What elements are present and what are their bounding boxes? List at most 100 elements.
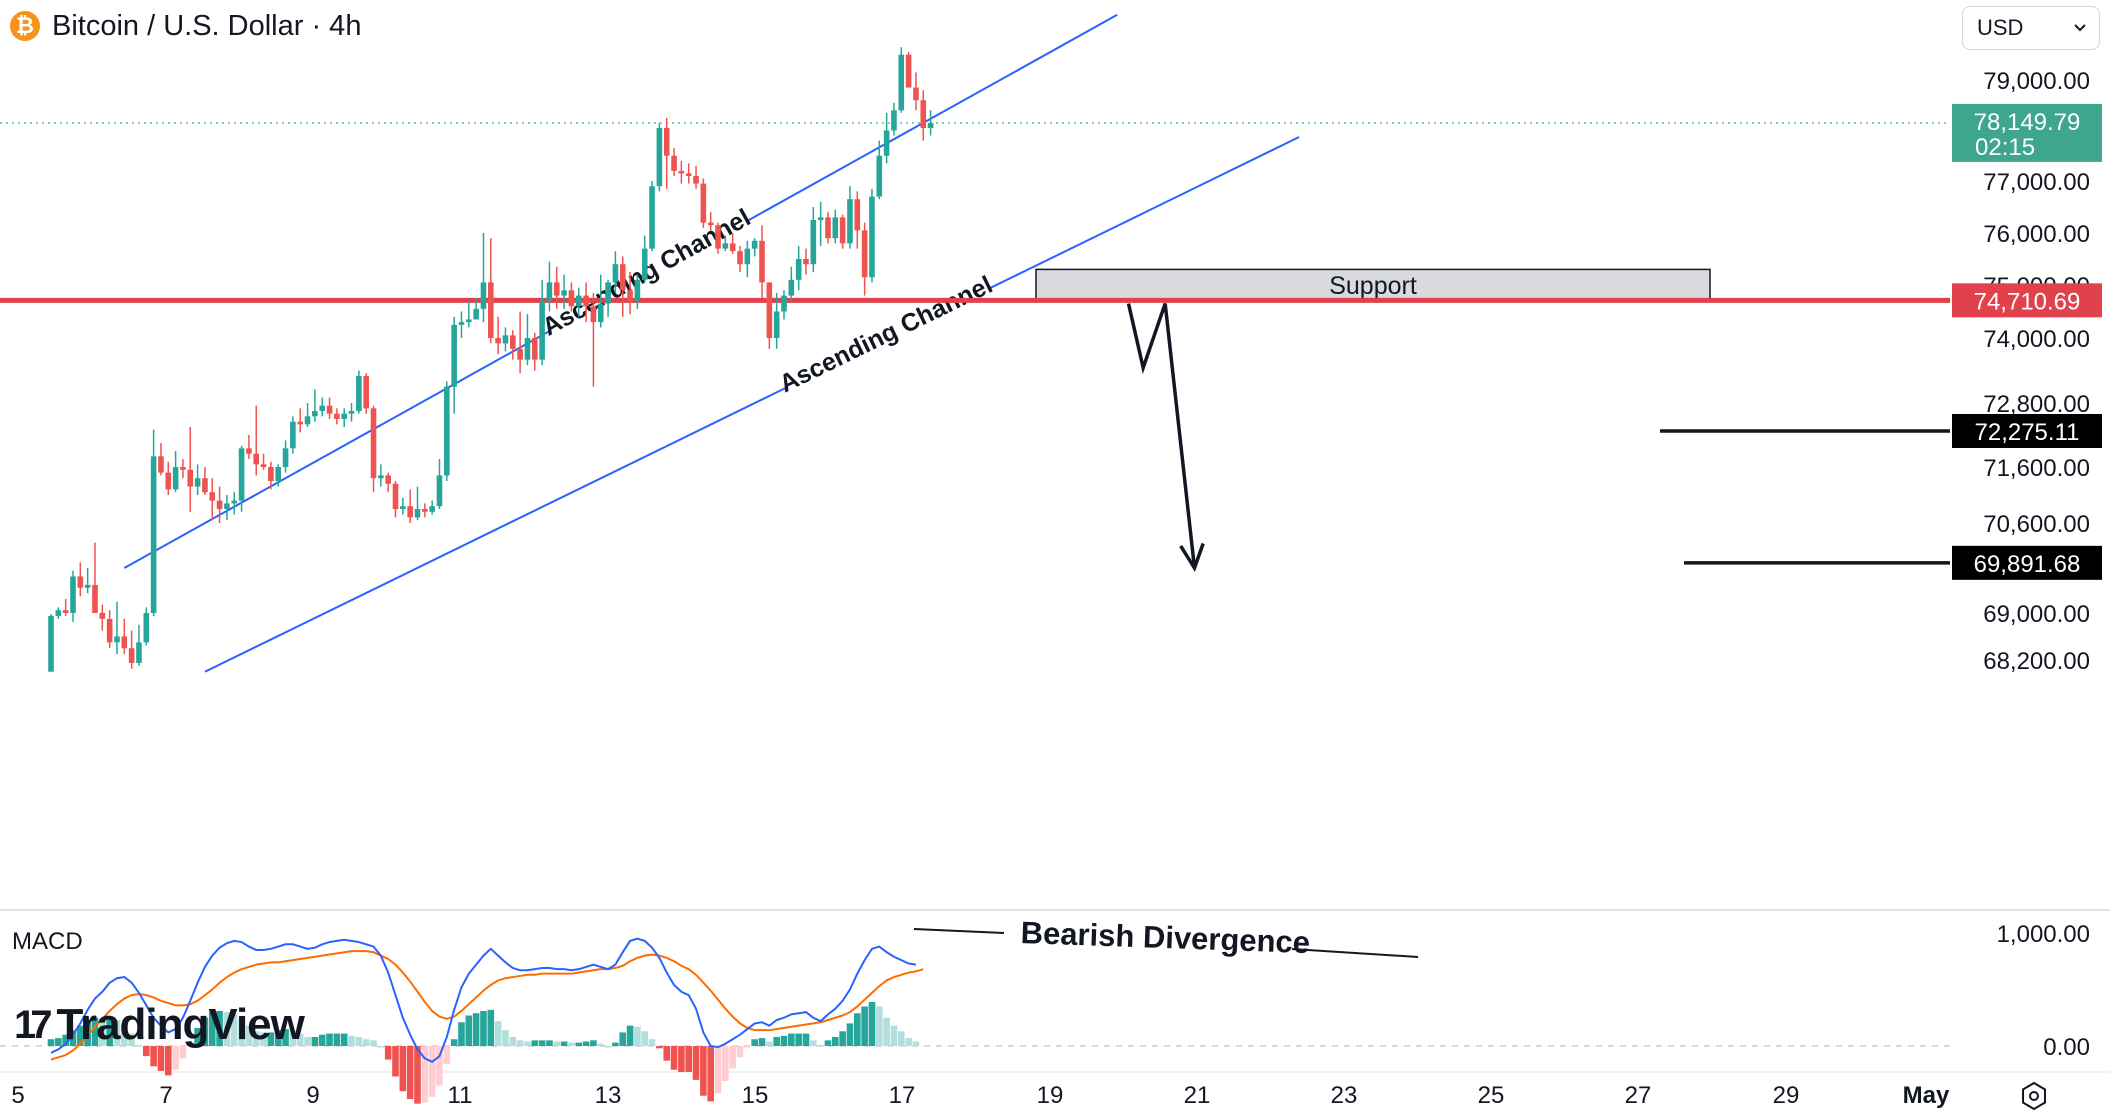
tradingview-logo[interactable]: 17 TradingView bbox=[14, 1000, 305, 1050]
macd-histogram-bar bbox=[509, 1036, 517, 1046]
price-tick-label: 79,000.00 bbox=[1983, 68, 2090, 95]
price-tick-label: 70,600.00 bbox=[1983, 511, 2090, 538]
candle-body bbox=[671, 155, 677, 171]
channel-label-lower: Ascending Channel bbox=[775, 271, 997, 399]
macd-histogram-bar bbox=[238, 1018, 245, 1046]
candle-body bbox=[466, 319, 472, 323]
candle-body bbox=[832, 217, 839, 239]
macd-histogram-bar bbox=[414, 1046, 421, 1104]
macd-histogram-bar bbox=[69, 1030, 77, 1046]
macd-histogram-bar bbox=[802, 1033, 810, 1046]
candle bbox=[788, 266, 795, 301]
divergence-annotation: Bearish Divergence bbox=[1020, 915, 1311, 960]
symbol-header[interactable]: ₿ Bitcoin / U.S. Dollar · 4h bbox=[10, 8, 361, 44]
projection-arrowhead bbox=[1179, 542, 1205, 572]
macd-histogram-bar bbox=[318, 1034, 326, 1046]
candle bbox=[583, 282, 589, 323]
time-tick-label: 7 bbox=[159, 1082, 172, 1109]
candle-body bbox=[495, 338, 501, 344]
candle bbox=[158, 443, 164, 476]
candle-body bbox=[356, 375, 362, 411]
candle bbox=[436, 459, 443, 509]
chart-gridlines bbox=[0, 909, 2110, 1073]
macd-histogram-bar bbox=[824, 1040, 832, 1046]
candle bbox=[70, 570, 76, 622]
candle bbox=[260, 453, 267, 470]
time-tick-label: 21 bbox=[1184, 1082, 1211, 1109]
candle bbox=[48, 614, 54, 672]
candle bbox=[231, 492, 238, 515]
candle bbox=[62, 598, 69, 616]
macd-histogram-bar bbox=[875, 1006, 883, 1046]
macd-histogram-bar bbox=[377, 1046, 385, 1048]
candle-body bbox=[685, 173, 692, 176]
candle-body bbox=[238, 448, 245, 501]
macd-histogram-bar bbox=[553, 1041, 561, 1046]
macd-histogram-bar bbox=[780, 1035, 788, 1046]
candle bbox=[803, 248, 809, 275]
candle-body bbox=[803, 259, 809, 265]
channel-lower-line bbox=[204, 136, 1300, 673]
candle bbox=[99, 604, 106, 631]
candle bbox=[568, 282, 575, 312]
time-tick-label: 5 bbox=[11, 1082, 24, 1109]
candle bbox=[282, 440, 289, 473]
macd-histogram-bar bbox=[670, 1046, 678, 1070]
candle bbox=[575, 287, 582, 317]
current-price-tag: 78,149.79 bbox=[1974, 109, 2081, 136]
candle bbox=[707, 212, 714, 231]
candle-body bbox=[246, 448, 252, 454]
support-box bbox=[1035, 268, 1711, 302]
candle-body bbox=[561, 290, 567, 296]
currency-selector[interactable]: USD bbox=[1962, 6, 2100, 50]
macd-histogram-bar bbox=[714, 1046, 722, 1094]
macd-histogram-bar bbox=[384, 1046, 392, 1060]
candle-body bbox=[128, 648, 135, 663]
price-tick-label: 72,800.00 bbox=[1983, 391, 2090, 418]
candle bbox=[869, 188, 875, 283]
time-tick-label: 29 bbox=[1773, 1082, 1800, 1109]
candle bbox=[488, 238, 494, 344]
candle bbox=[693, 165, 699, 189]
candle-body bbox=[77, 576, 84, 588]
candle-body bbox=[319, 405, 326, 411]
gear-icon[interactable] bbox=[2022, 1081, 2046, 1111]
macd-histogram-bar bbox=[142, 1046, 150, 1057]
candle-body bbox=[693, 175, 699, 184]
price-axis[interactable]: 79,000.0077,000.0076,000.0075,000.0074,0… bbox=[1952, 68, 2102, 1061]
candle bbox=[927, 110, 934, 136]
candle-body bbox=[891, 110, 897, 131]
macd-histogram-bar bbox=[216, 1010, 223, 1046]
candle-body bbox=[341, 413, 347, 419]
candle bbox=[920, 90, 927, 141]
macd-histogram-bar bbox=[744, 1046, 751, 1048]
candle bbox=[172, 451, 179, 493]
macd-histogram-bar bbox=[77, 1025, 84, 1046]
macd-histogram-bar bbox=[421, 1046, 429, 1103]
candle-body bbox=[444, 386, 450, 476]
macd-histogram-bar bbox=[355, 1036, 363, 1046]
macd-histogram-bar bbox=[333, 1033, 341, 1046]
candle bbox=[114, 601, 120, 655]
candlestick-series[interactable] bbox=[48, 47, 934, 672]
symbol-title[interactable]: Bitcoin / U.S. Dollar · 4h bbox=[52, 9, 362, 42]
divergence-line-left bbox=[913, 928, 1005, 934]
candle-body bbox=[407, 506, 413, 518]
candle-body bbox=[700, 183, 707, 223]
candle-body bbox=[224, 503, 230, 509]
support-price-tag: 74,710.69 bbox=[1974, 288, 2081, 315]
time-axis[interactable]: 5 7 9 11 13 15 17 19 21 23 25 27 29 May bbox=[11, 1081, 2046, 1111]
target-2-tag: 69,891.68 bbox=[1974, 551, 2081, 578]
macd-histogram-bar bbox=[531, 1040, 539, 1046]
macd-histogram-bar bbox=[626, 1025, 634, 1046]
candle bbox=[590, 292, 597, 387]
macd-histogram-bar bbox=[590, 1040, 597, 1046]
macd-histogram-bar bbox=[729, 1046, 736, 1069]
macd-histogram-bar bbox=[538, 1040, 546, 1046]
macd-label[interactable]: MACD bbox=[12, 928, 83, 955]
current-price-tag-countdown: 02:15 bbox=[1975, 134, 2035, 161]
candle-body bbox=[480, 282, 487, 309]
candle bbox=[649, 181, 655, 252]
candle bbox=[898, 47, 905, 113]
